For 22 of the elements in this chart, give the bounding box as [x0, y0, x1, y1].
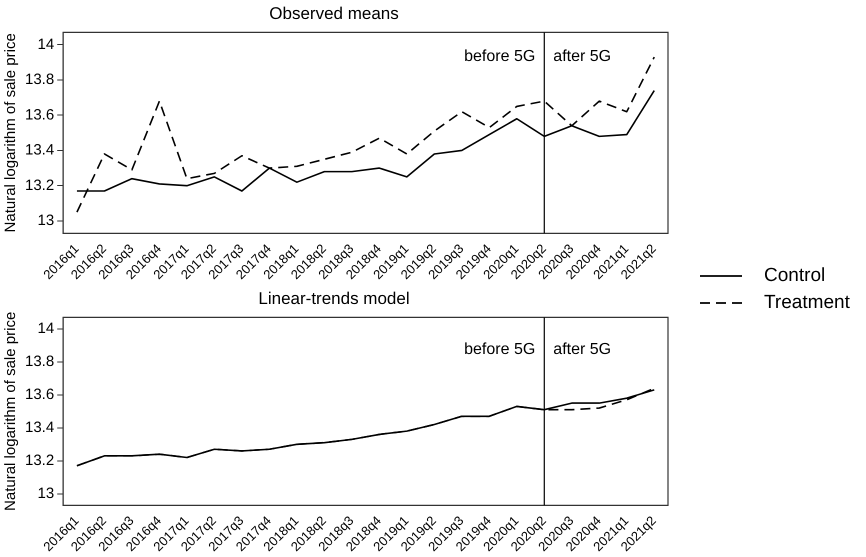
y-tick-label: 13.6 [24, 106, 54, 124]
y-tick-label: 13.2 [24, 452, 54, 469]
annotation: before 5G [464, 340, 536, 358]
y-tick-label: 13.2 [24, 176, 54, 194]
y-tick-label: 13.8 [24, 353, 54, 370]
annotation: after 5G [553, 48, 612, 65]
y-tick-label: 13.4 [24, 142, 54, 159]
y-tick-label: 13.8 [24, 71, 54, 88]
y-tick-label: 13 [38, 484, 54, 502]
legend-label: Treatment [764, 292, 850, 314]
y-tick-label: 13 [38, 212, 54, 230]
annotation: after 5G [553, 340, 612, 358]
legend-label: Control [764, 264, 826, 286]
chart-title: Observed means [269, 4, 399, 23]
y-tick-label: 13.6 [24, 386, 54, 404]
y-axis-title: Natural logarithm of sale price [2, 33, 20, 232]
annotation: before 5G [464, 48, 536, 65]
y-tick-label: 14 [38, 36, 54, 53]
y-axis-title: Natural logarithm of sale price [2, 312, 20, 511]
y-tick-label: 14 [38, 320, 54, 338]
chart-title: Linear-trends model [258, 288, 410, 308]
y-tick-label: 13.4 [24, 418, 54, 436]
